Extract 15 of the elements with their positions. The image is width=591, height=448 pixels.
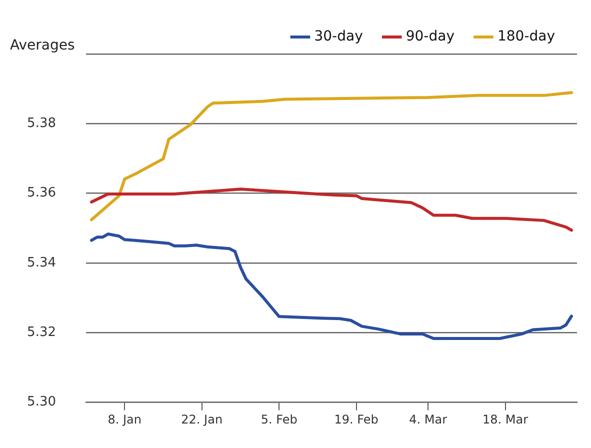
legend-label: 90-day [406, 28, 454, 45]
y-tick-label: 5.32 [27, 324, 56, 340]
x-tick-label: 4. Mar [409, 412, 448, 427]
x-tick-label: 18. Mar [482, 412, 528, 427]
x-tick-label: 22. Jan [181, 412, 223, 427]
legend-label: 30-day [314, 28, 363, 45]
y-tick-label: 5.36 [27, 186, 56, 201]
y-tick-label: 5.30 [27, 394, 56, 410]
y-tick-label: 5.34 [27, 255, 56, 270]
y-tick-label: 5.38 [27, 116, 56, 132]
x-tick-label: 19. Feb [334, 412, 378, 427]
legend-label: 180-day [497, 28, 556, 45]
x-tick-label: 5. Feb [260, 412, 298, 427]
y-axis-title: Averages [10, 38, 75, 54]
x-tick-label: 8. Jan [108, 412, 142, 427]
